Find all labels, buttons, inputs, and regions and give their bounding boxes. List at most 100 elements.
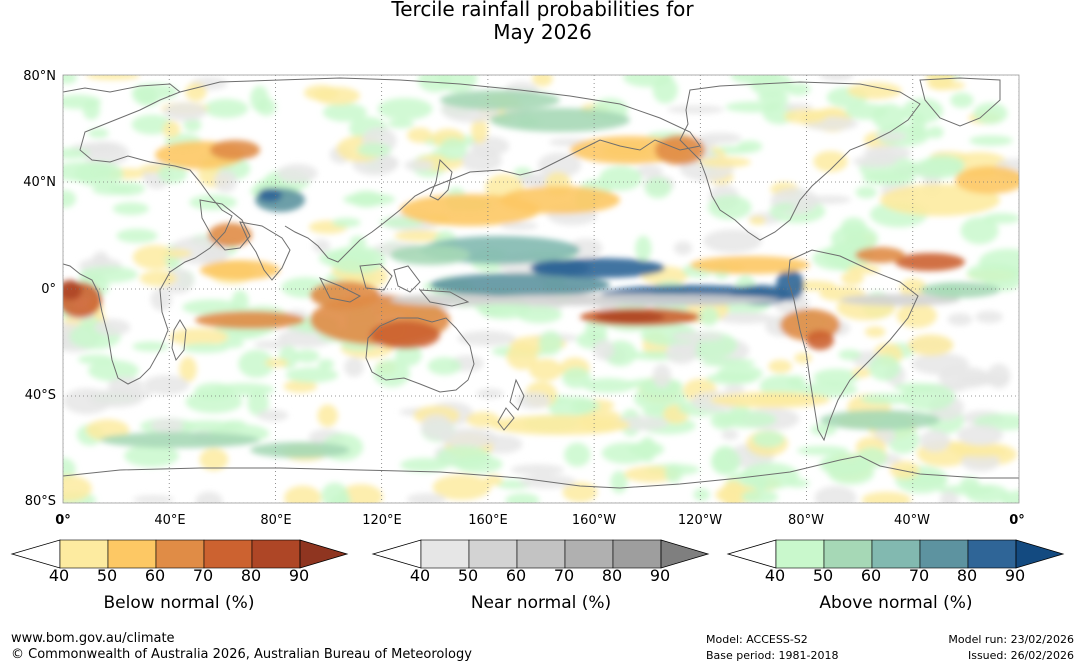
probability-patch — [562, 481, 598, 503]
probability-patch — [400, 458, 449, 472]
probability-patch — [652, 76, 678, 104]
probability-patch — [238, 349, 275, 378]
probability-patch — [143, 375, 190, 395]
above-normal-caption: Above normal (%) — [819, 593, 973, 613]
legend-tick: 60 — [860, 566, 882, 585]
probability-patch — [195, 311, 305, 329]
probability-patch — [562, 367, 591, 389]
legend-tick: 40 — [764, 566, 786, 585]
probability-patch — [920, 282, 1000, 298]
probability-patch — [813, 368, 860, 386]
probability-patch — [395, 343, 422, 367]
probability-patch — [1001, 490, 1019, 503]
probability-patch — [116, 228, 158, 243]
lon-label: 80°W — [788, 513, 824, 528]
probability-patch — [820, 459, 847, 468]
probability-patch — [950, 92, 974, 108]
probability-patch — [285, 367, 339, 383]
legend-tick: 60 — [144, 566, 166, 585]
probability-patch — [328, 245, 386, 274]
probability-patch — [124, 444, 179, 467]
probability-patch — [813, 150, 848, 173]
legend-tick: 80 — [956, 566, 978, 585]
legend-tick: 70 — [553, 566, 575, 585]
probability-patch — [519, 176, 548, 185]
colorbar-right-triangle — [660, 539, 710, 569]
probability-patch — [92, 251, 109, 268]
probability-patch — [752, 430, 785, 448]
probability-patch — [969, 135, 1013, 146]
probability-patch — [908, 334, 954, 356]
probability-patch — [595, 311, 665, 323]
probability-patch — [863, 145, 912, 161]
colorbar-segment — [871, 539, 921, 569]
probability-patch — [947, 312, 973, 326]
probability-patch — [505, 493, 540, 503]
lon-label: 120°W — [677, 513, 723, 528]
probability-patch — [370, 321, 440, 349]
probability-patch — [88, 128, 109, 139]
probability-patch — [139, 270, 178, 287]
probability-patch — [819, 75, 854, 81]
probability-patch — [484, 474, 503, 486]
probability-patch — [841, 271, 864, 286]
probability-patch — [987, 363, 1011, 389]
lon-label: 0° — [55, 513, 71, 528]
legend-tick: 60 — [505, 566, 527, 585]
probability-patch — [185, 82, 207, 102]
probability-patch — [750, 75, 793, 97]
probability-patch — [150, 418, 187, 433]
legend-tick: 50 — [96, 566, 118, 585]
lon-label: 160°W — [571, 513, 617, 528]
probability-patch — [740, 462, 799, 490]
colorbar-right-triangle — [299, 539, 349, 569]
probability-patch — [532, 75, 553, 87]
probability-patch — [635, 165, 663, 178]
probability-shading — [63, 75, 1019, 503]
probability-patch — [407, 127, 433, 143]
below-normal-colorbar — [10, 539, 349, 569]
probability-patch — [737, 140, 763, 153]
probability-patch — [322, 103, 367, 122]
probability-patch — [317, 404, 338, 427]
probability-patch — [880, 184, 1000, 216]
probability-patch — [703, 229, 762, 253]
probability-patch — [582, 378, 635, 393]
probability-patch — [717, 312, 773, 324]
probability-patch — [838, 349, 862, 361]
probability-patch — [710, 411, 736, 430]
probability-patch — [926, 75, 954, 91]
lon-label: 40°E — [154, 513, 186, 528]
probability-patch — [673, 241, 693, 255]
probability-patch — [490, 108, 630, 132]
probability-patch — [203, 98, 249, 118]
probability-patch — [404, 159, 435, 172]
probability-patch — [157, 164, 188, 184]
probability-patch — [701, 358, 756, 367]
probability-patch — [864, 326, 886, 338]
probability-patch — [868, 354, 901, 381]
footer-url: www.bom.gov.au/climate — [11, 631, 175, 646]
probability-patch — [840, 294, 960, 306]
probability-patch — [667, 105, 725, 114]
probability-patch — [820, 410, 940, 430]
probability-patch — [131, 114, 173, 135]
probability-patch — [860, 393, 913, 405]
probability-patch — [294, 349, 320, 363]
probability-patch — [318, 359, 335, 370]
colorbar-right-triangle — [1015, 539, 1065, 569]
probability-patch — [537, 152, 582, 178]
probability-patch — [601, 442, 651, 464]
probability-patch — [954, 446, 1007, 458]
probability-patch — [476, 388, 504, 399]
map-frame — [62, 74, 1020, 504]
probability-patch — [257, 409, 289, 422]
probability-patch — [814, 486, 857, 503]
probability-patch — [902, 98, 944, 124]
probability-patch — [162, 121, 181, 139]
legend-tick: 70 — [192, 566, 214, 585]
probability-patch — [439, 137, 468, 161]
probability-patch — [182, 299, 241, 316]
probability-patch — [440, 90, 560, 110]
probability-patch — [664, 463, 683, 484]
